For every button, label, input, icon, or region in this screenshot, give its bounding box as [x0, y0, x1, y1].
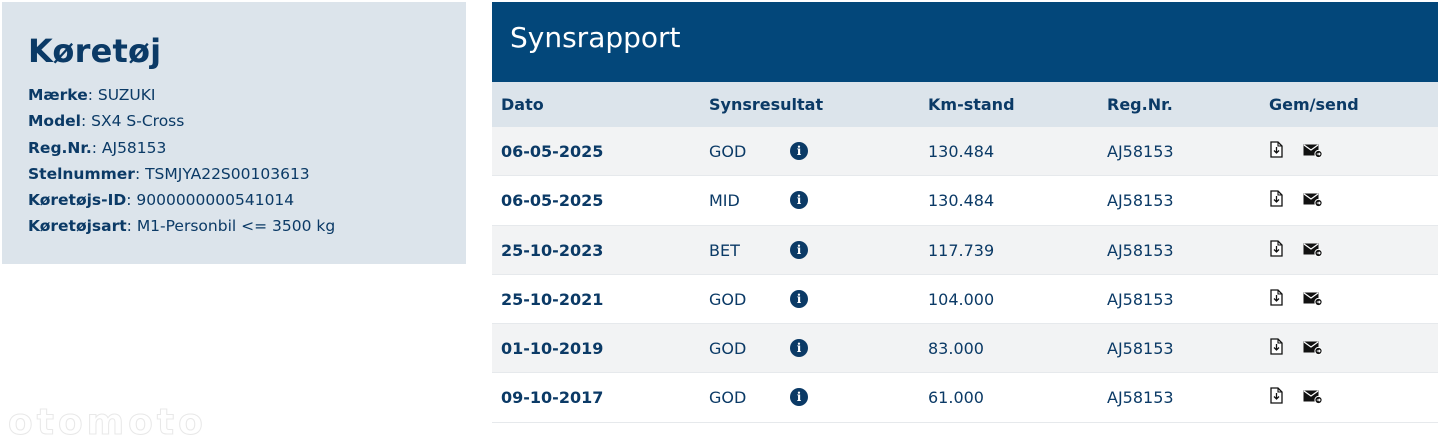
row-km: 61.000	[928, 388, 984, 408]
row-reg: AJ58153	[1107, 142, 1174, 161]
info-icon[interactable]: i	[790, 240, 808, 259]
row-result: GOD	[709, 339, 747, 359]
download-document-icon[interactable]	[1270, 239, 1283, 257]
row-result: BET	[709, 240, 740, 260]
vehicle-label: Reg.Nr.	[28, 138, 92, 157]
table-row: 25-10-2023 BET i 117.739 AJ58153	[492, 225, 1438, 275]
row-reg: AJ58153	[1107, 240, 1174, 260]
vehicle-row-vin: Stelnummer: TSMJYA22S00103613	[28, 164, 310, 183]
row-reg: AJ58153	[1107, 191, 1174, 211]
column-header-reg: Reg.Nr.	[1107, 95, 1173, 114]
row-date: 25-10-2023	[501, 240, 604, 260]
download-document-icon[interactable]	[1270, 141, 1283, 158]
send-mail-icon[interactable]	[1303, 340, 1323, 356]
row-km: 117.739	[928, 240, 995, 260]
download-document-icon[interactable]	[1270, 190, 1283, 207]
table-row: 06-05-2025 MID i 130.484 AJ58153	[492, 176, 1438, 226]
row-result: GOD	[709, 142, 747, 161]
download-document-icon[interactable]	[1270, 338, 1283, 355]
vehicle-row-reg: Reg.Nr.: AJ58153	[28, 138, 167, 157]
row-km: 130.484	[928, 191, 995, 211]
vehicle-value: SUZUKI	[97, 86, 156, 104]
row-date: 06-05-2025	[501, 142, 604, 161]
row-result: MID	[709, 191, 740, 211]
table-body: 06-05-2025 GOD i 130.484 AJ58153 06-05-2025 MI…	[492, 127, 1438, 423]
table-header: Dato Synsresultat Km-stand Reg.Nr. Gem/s…	[492, 82, 1438, 127]
send-mail-icon[interactable]	[1303, 192, 1323, 208]
info-icon[interactable]: i	[790, 142, 808, 160]
row-reg: AJ58153	[1107, 289, 1174, 309]
vehicle-label: Mærke	[28, 86, 88, 104]
row-km: 83.000	[928, 339, 984, 359]
inspection-report-panel: Synsrapport Dato Synsresultat Km-stand R…	[492, 2, 1438, 442]
info-icon[interactable]: i	[790, 339, 808, 358]
table-row: 01-10-2019 GOD i 83.000 AJ58153	[492, 324, 1438, 374]
vehicle-row-id: Køretøjs-ID: 9000000000541014	[28, 191, 295, 210]
vehicle-label: Model	[28, 112, 81, 131]
column-header-result: Synsresultat	[709, 95, 824, 114]
download-document-icon[interactable]	[1270, 387, 1283, 405]
report-title: Synsrapport	[492, 2, 1438, 82]
info-icon[interactable]: i	[790, 289, 808, 308]
send-mail-icon[interactable]	[1303, 143, 1323, 159]
info-icon[interactable]: i	[790, 191, 808, 210]
vehicle-row-make: Mærke: SUZUKI	[28, 86, 156, 104]
send-mail-icon[interactable]	[1303, 291, 1323, 306]
vehicle-value: TSMJYA22S00103613	[145, 164, 310, 183]
row-date: 25-10-2021	[501, 289, 604, 309]
vehicle-label: Køretøjs-ID	[28, 191, 127, 210]
row-reg: AJ58153	[1107, 388, 1174, 408]
row-km: 104.000	[928, 289, 995, 309]
table-row: 06-05-2025 GOD i 130.484 AJ58153	[492, 127, 1438, 177]
row-date: 09-10-2017	[501, 388, 604, 408]
row-date: 06-05-2025	[501, 191, 604, 211]
vehicle-value: M1-Personbil <= 3500 kg	[136, 217, 336, 236]
row-km: 130.484	[928, 142, 995, 161]
column-header-km: Km-stand	[928, 95, 1015, 114]
row-result: GOD	[709, 289, 747, 309]
vehicle-row-type: Køretøjsart: M1-Personbil <= 3500 kg	[28, 217, 336, 236]
vehicle-row-model: Model: SX4 S-Cross	[28, 112, 185, 131]
column-header-save-send: Gem/send	[1269, 95, 1359, 114]
table-row: 09-10-2017 GOD i 61.000 AJ58153	[492, 373, 1438, 423]
vehicle-label: Stelnummer	[28, 164, 135, 183]
row-result: GOD	[709, 388, 747, 408]
send-mail-icon[interactable]	[1303, 389, 1323, 405]
column-header-date: Dato	[501, 95, 544, 114]
vehicle-title: Køretøj	[28, 32, 162, 70]
row-date: 01-10-2019	[501, 339, 604, 359]
send-mail-icon[interactable]	[1303, 242, 1323, 257]
vehicle-value: 9000000000541014	[136, 191, 295, 210]
vehicle-label: Køretøjsart	[28, 217, 127, 236]
vehicle-value: SX4 S-Cross	[91, 112, 185, 131]
watermark: otomoto	[8, 402, 207, 444]
vehicle-panel: Køretøj Mærke: SUZUKI Model: SX4 S-Cross…	[2, 2, 466, 264]
info-icon[interactable]: i	[790, 388, 808, 407]
download-document-icon[interactable]	[1270, 289, 1283, 306]
table-row: 25-10-2021 GOD i 104.000 AJ58153	[492, 275, 1438, 325]
vehicle-value: AJ58153	[101, 138, 167, 157]
row-reg: AJ58153	[1107, 339, 1174, 359]
